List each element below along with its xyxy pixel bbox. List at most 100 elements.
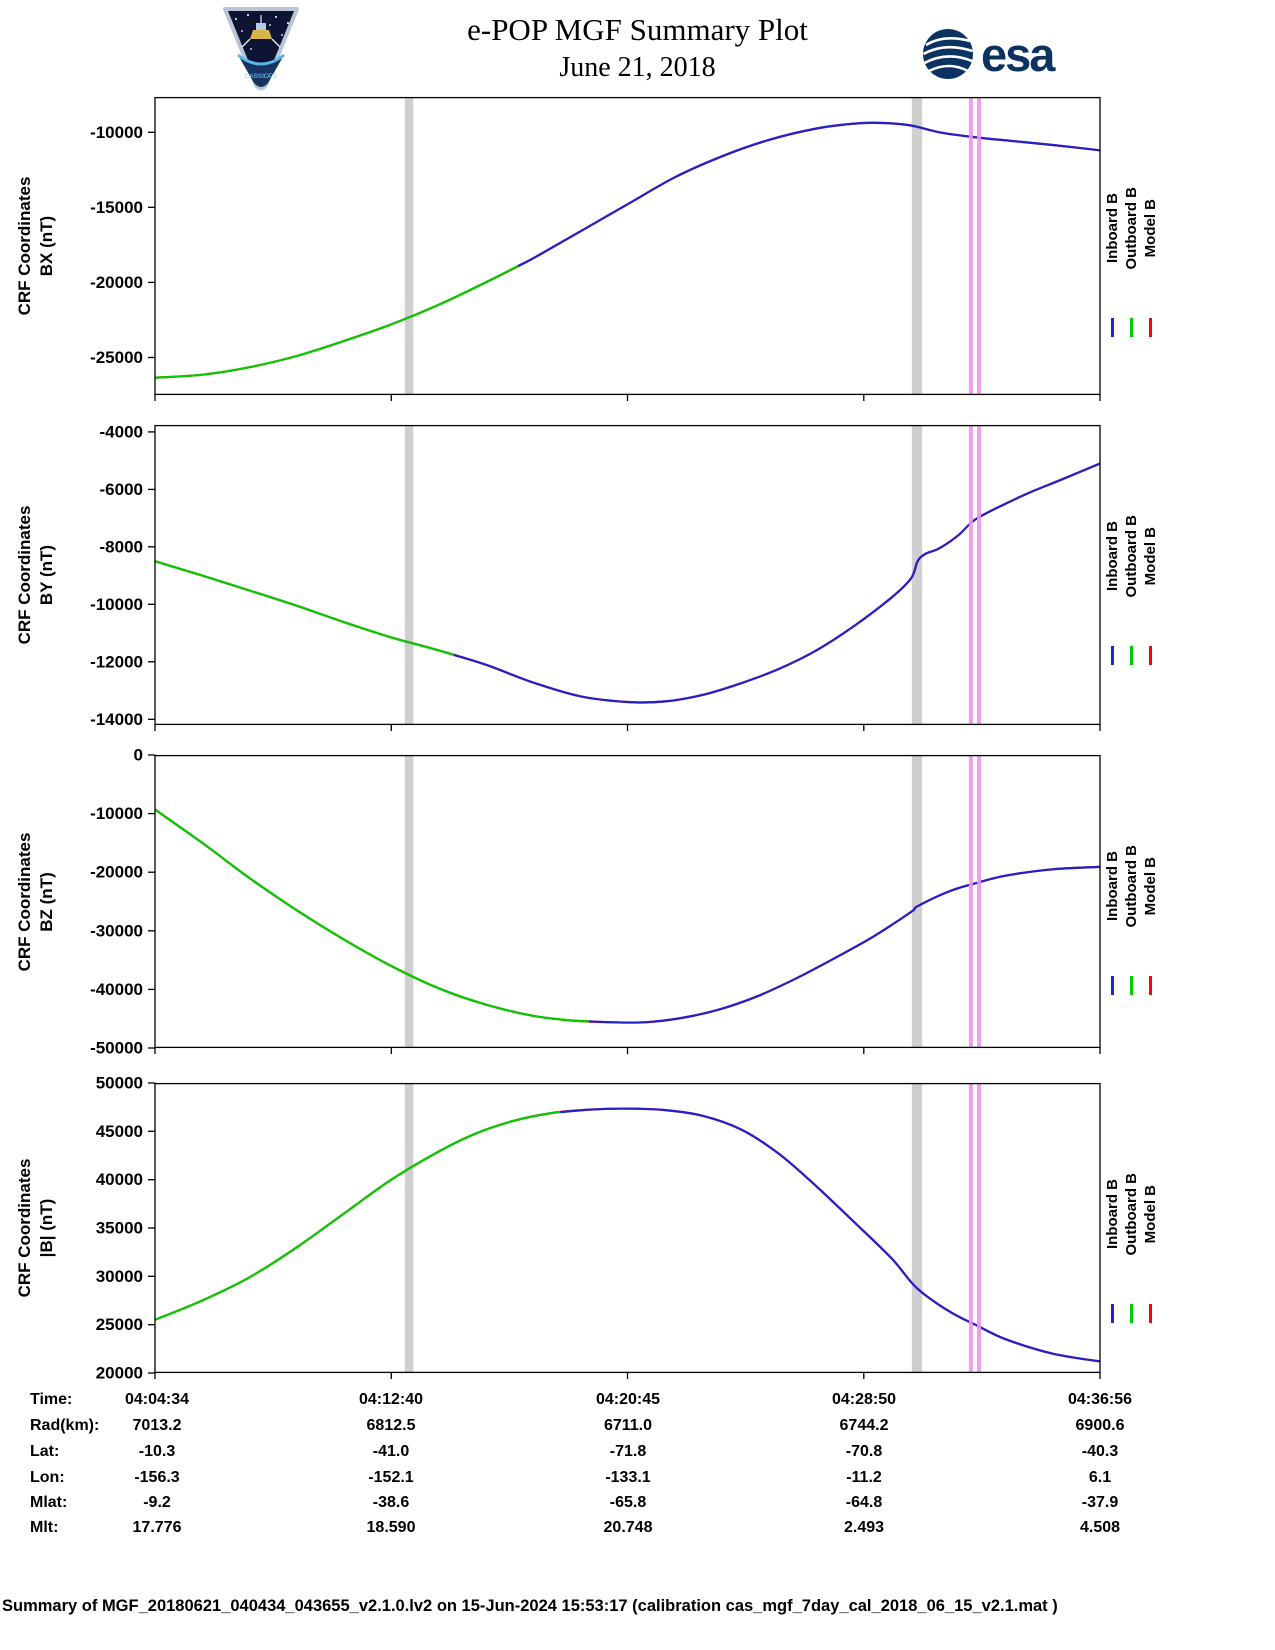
inboard-b-curve: [560, 1107, 1100, 1363]
legend-outboard-line-sample: [1130, 1304, 1133, 1323]
model-b-curve: [155, 1107, 1100, 1363]
model-b-curve: [155, 808, 1100, 1024]
legend-model-label: Model B: [1142, 856, 1159, 916]
legend-inboard-label: Inboard B: [1104, 521, 1121, 591]
table-cell: 4.508: [1079, 1519, 1121, 1536]
highlight-band: [911, 755, 923, 1048]
table-cell: -10.3: [138, 1443, 176, 1460]
bx-legend: Inboard B Outboard B Model B: [1103, 152, 1160, 337]
highlight-band: [404, 755, 414, 1048]
inboard-b-curve: [588, 865, 1100, 1024]
event-marker-line: [977, 425, 981, 725]
legend-inboard-label: Inboard B: [1104, 1179, 1121, 1249]
y-tick-label: -10000: [90, 595, 143, 614]
y-tick-label: -6000: [100, 480, 143, 499]
legend-inboard-line-sample: [1111, 976, 1114, 995]
cassiope-patch-icon: CASSIOPE: [223, 7, 299, 91]
y-tick-label: -4000: [100, 422, 143, 441]
y-tick-label: 50000: [96, 1074, 143, 1093]
legend-outboard: Outboard B: [1122, 810, 1141, 995]
event-marker-line: [977, 1083, 981, 1373]
highlight-band: [911, 97, 923, 395]
row-label-lon: Lon:: [30, 1469, 65, 1486]
table-cell: 7013.2: [132, 1417, 182, 1434]
y-tick-label: -20000: [90, 863, 143, 882]
outboard-b-curve: [155, 1110, 563, 1321]
legend-inboard-line-sample: [1111, 646, 1114, 665]
event-marker-line: [977, 97, 981, 395]
legend-inboard-label: Inboard B: [1104, 851, 1121, 921]
legend-model-line-sample: [1149, 976, 1152, 995]
y-tick-label: -20000: [90, 273, 143, 292]
y-tick-label: 40000: [96, 1170, 143, 1189]
table-cell: 17.776: [132, 1519, 182, 1536]
table-cell: -37.9: [1081, 1494, 1119, 1511]
table-cell: 18.590: [366, 1519, 416, 1536]
table-row-rad: Rad(km): 7013.2 6812.5 6711.0 6744.2 690…: [0, 1417, 1275, 1440]
legend-outboard: Outboard B: [1122, 480, 1141, 665]
bz-plot-panel: -50000 -40000 -30000 -20000 -10000 0: [90, 746, 1101, 1058]
table-cell: 6812.5: [366, 1417, 416, 1434]
table-row-lon: Lon: -156.3 -152.1 -133.1 -11.2 6.1: [0, 1469, 1275, 1492]
y-tick-label: 30000: [96, 1267, 143, 1286]
inboard-b-curve: [517, 121, 1100, 267]
file-summary-footer: Summary of MGF_20180621_040434_043655_v2…: [2, 1597, 1058, 1615]
legend-outboard-line-sample: [1130, 976, 1133, 995]
row-label-rad: Rad(km):: [30, 1417, 100, 1434]
table-cell: 04:04:34: [124, 1391, 190, 1408]
row-label-time: Time:: [30, 1391, 73, 1408]
legend-model: Model B: [1141, 810, 1160, 995]
legend-outboard-label: Outboard B: [1123, 186, 1140, 270]
event-marker-line: [968, 1083, 973, 1373]
inboard-b-curve: [453, 462, 1100, 704]
legend-model-line-sample: [1149, 1304, 1152, 1323]
table-cell: -65.8: [609, 1494, 647, 1511]
table-row-mlt: Mlt: 17.776 18.590 20.748 2.493 4.508: [0, 1519, 1275, 1542]
highlight-band: [404, 1083, 414, 1373]
legend-model: Model B: [1141, 480, 1160, 665]
table-cell: -41.0: [372, 1443, 410, 1460]
legend-inboard-label: Inboard B: [1104, 193, 1121, 263]
cassiope-mission-patch: CASSIOPE: [218, 5, 304, 98]
table-cell: 2.493: [843, 1519, 885, 1536]
plot-border: [154, 424, 1101, 726]
table-cell: 6744.2: [839, 1417, 889, 1434]
y-tick-label: -10000: [90, 804, 143, 823]
y-tick-label: 25000: [96, 1315, 143, 1334]
table-cell: -152.1: [368, 1469, 414, 1486]
y-tick-label: 45000: [96, 1122, 143, 1141]
esa-wordmark: esa: [981, 27, 1055, 81]
plot-date-subtitle: June 21, 2018: [559, 52, 716, 83]
legend-inboard: Inboard B: [1103, 480, 1122, 665]
y-tick-label: -10000: [90, 123, 143, 142]
table-cell: 20.748: [603, 1519, 653, 1536]
table-cell: 04:28:50: [831, 1391, 897, 1408]
highlight-band: [911, 425, 923, 725]
table-cell: 6711.0: [603, 1417, 653, 1434]
y-tick-label: -25000: [90, 348, 143, 367]
table-cell: 04:36:56: [1067, 1391, 1133, 1408]
outboard-b-curve: [155, 560, 456, 657]
esa-globe-icon: [922, 29, 973, 79]
legend-inboard: Inboard B: [1103, 810, 1122, 995]
legend-model: Model B: [1141, 1138, 1160, 1323]
highlight-band: [404, 97, 414, 395]
table-row-lat: Lat: -10.3 -41.0 -71.8 -70.8 -40.3: [0, 1443, 1275, 1466]
table-row-time: Time: 04:04:34 04:12:40 04:20:45 04:28:5…: [0, 1391, 1275, 1414]
bx-plot-panel: -25000 -20000 -15000 -10000: [90, 96, 1101, 401]
legend-outboard-label: Outboard B: [1123, 514, 1140, 598]
table-cell: 04:12:40: [358, 1391, 424, 1408]
table-cell: -71.8: [609, 1443, 647, 1460]
table-cell: 04:20:45: [595, 1391, 661, 1408]
y-tick-label: 20000: [96, 1364, 143, 1383]
legend-inboard: Inboard B: [1103, 152, 1122, 337]
y-tick-label: -14000: [90, 710, 143, 729]
table-cell: -9.2: [143, 1494, 171, 1511]
y-tick-label: 35000: [96, 1219, 143, 1238]
bmag-plot-panel: 20000 25000 30000 35000 40000 45000 50000: [96, 1074, 1101, 1383]
legend-outboard: Outboard B: [1122, 152, 1141, 337]
table-cell: -38.6: [372, 1494, 410, 1511]
legend-model-label: Model B: [1142, 526, 1159, 586]
y-tick-label: -15000: [90, 198, 143, 217]
legend-model-label: Model B: [1142, 198, 1159, 258]
